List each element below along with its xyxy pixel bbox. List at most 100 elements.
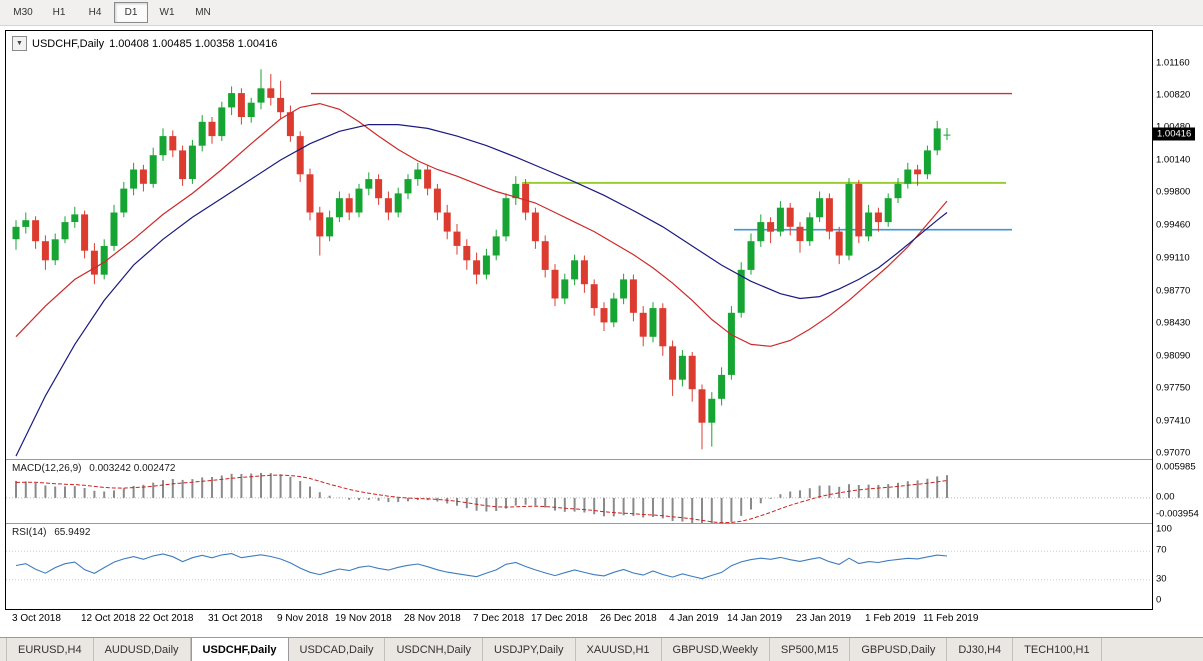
candle-body	[404, 179, 412, 194]
time-axis-label: 22 Oct 2018	[139, 613, 194, 624]
candle-body	[208, 121, 216, 137]
candle-body	[914, 169, 922, 175]
candle-body	[463, 246, 471, 261]
chart-dropdown-icon[interactable]: ▼	[12, 36, 27, 51]
rsi-indicator-label: RSI(14) 65.9492	[12, 527, 95, 538]
candle-body	[12, 226, 20, 240]
time-axis-label: 4 Jan 2019	[669, 613, 719, 624]
candle-body	[41, 241, 49, 261]
macd-scale-label: 0.005985	[1156, 461, 1196, 473]
candle-body	[277, 97, 285, 113]
candle-body	[81, 214, 89, 251]
candle-body	[110, 212, 118, 246]
candle-body	[580, 260, 588, 285]
chart-tab-gbpusd-daily[interactable]: GBPUSD,Daily	[850, 638, 948, 661]
candle-body	[365, 179, 373, 189]
candle-body	[620, 279, 628, 299]
candle-body	[100, 246, 108, 275]
candle-body	[296, 136, 304, 175]
price-scale-label: 0.98430	[1156, 317, 1191, 329]
chart-title: ▼ USDCHF,Daily 1.00408 1.00485 1.00358 1…	[12, 36, 277, 51]
candle-body	[316, 212, 324, 237]
price-scale-label: 1.00820	[1156, 89, 1191, 101]
candle-body	[61, 222, 69, 240]
ma-fast-line	[15, 102, 948, 347]
chart-tab-tech100-h1[interactable]: TECH100,H1	[1013, 638, 1102, 661]
candle-body	[531, 212, 539, 242]
rsi-line	[15, 553, 948, 580]
macd-scale-label: -0.003954	[1156, 508, 1199, 520]
candle-body	[806, 217, 814, 242]
time-axis-label: 19 Nov 2018	[335, 613, 392, 624]
candle-body	[473, 260, 481, 275]
price-scale-label: 0.98090	[1156, 350, 1191, 362]
candle-body	[669, 346, 677, 380]
candle-body	[120, 188, 128, 213]
candle-body	[169, 136, 177, 151]
candle-body	[639, 312, 647, 337]
price-scale[interactable]: 1.00416 1.011601.008201.004801.001400.99…	[1153, 30, 1203, 610]
chart-tab-gbpusd-weekly[interactable]: GBPUSD,Weekly	[662, 638, 770, 661]
timeframe-button-mn[interactable]: MN	[195, 7, 211, 18]
candle-body	[326, 217, 334, 237]
timeframe-button-d1[interactable]: D1	[114, 2, 148, 23]
candle-body	[816, 198, 824, 218]
time-scale[interactable]: 3 Oct 2018 12 Oct 2018 22 Oct 2018 31 Oct 2…	[5, 612, 1153, 628]
time-axis-label: 28 Nov 2018	[404, 613, 461, 624]
chart-tab-usdchf-daily[interactable]: USDCHF,Daily	[190, 637, 289, 661]
candle-body	[443, 212, 451, 232]
candle-body	[139, 169, 147, 184]
candle-body	[865, 212, 873, 237]
candle-body	[159, 136, 167, 156]
candle-body	[571, 260, 579, 280]
timeframe-button-h4[interactable]: H4	[88, 7, 102, 18]
chart-tab-dj30-h4[interactable]: DJ30,H4	[947, 638, 1014, 661]
candle-body	[130, 169, 138, 189]
candle-body	[649, 308, 657, 337]
chart-tab-usdjpy-daily[interactable]: USDJPY,Daily	[483, 638, 576, 661]
rsi-current-value: 65.9492	[54, 527, 91, 538]
time-axis-label: 7 Dec 2018	[473, 613, 525, 624]
candle-body	[659, 308, 667, 347]
macd-signal-line	[15, 474, 948, 524]
candle-body	[796, 226, 804, 242]
chart-window[interactable]: ▼ USDCHF,Daily 1.00408 1.00485 1.00358 1…	[5, 30, 1153, 610]
rsi-scale-label: 70	[1156, 544, 1167, 556]
candle-body	[198, 121, 206, 146]
chart-tab-eurusd-h4[interactable]: EURUSD,H4	[6, 638, 94, 661]
chart-tab-sp500-m15[interactable]: SP500,M15	[770, 638, 851, 661]
candle-body	[590, 284, 598, 309]
time-axis-label: 31 Oct 2018	[208, 613, 263, 624]
price-scale-label: 1.01160	[1156, 57, 1190, 68]
chart-canvas[interactable]	[6, 31, 1152, 609]
candle-body	[32, 220, 40, 242]
time-axis-label: 14 Jan 2019	[727, 613, 783, 624]
rsi-scale-label: 100	[1156, 523, 1172, 535]
chart-tab-usdcad-daily[interactable]: USDCAD,Daily	[289, 638, 386, 661]
time-axis-label: 17 Dec 2018	[531, 613, 588, 624]
candle-body	[267, 88, 275, 98]
chart-tab-xauusd-h1[interactable]: XAUUSD,H1	[576, 638, 662, 661]
candle-body	[414, 169, 422, 180]
timeframe-button-m30[interactable]: M30	[13, 7, 33, 18]
macd-name: MACD(12,26,9)	[12, 463, 82, 474]
timeframe-button-w1[interactable]: W1	[159, 7, 175, 18]
candle-body	[698, 389, 706, 423]
candle-body	[678, 355, 686, 380]
timeframe-button-h1[interactable]: H1	[52, 7, 66, 18]
candle-body	[345, 198, 353, 213]
candle-body	[551, 269, 559, 299]
candle-body	[179, 150, 187, 180]
price-scale-label: 0.97750	[1156, 382, 1191, 394]
candle-body	[894, 183, 902, 199]
candle-body	[453, 231, 461, 246]
candle-body	[610, 298, 618, 323]
candle-body	[776, 207, 784, 232]
chart-tab-audusd-daily[interactable]: AUDUSD,Daily	[94, 638, 191, 661]
candle-body	[257, 88, 265, 103]
chart-tab-usdcnh-daily[interactable]: USDCNH,Daily	[385, 638, 484, 661]
candle-body	[600, 308, 608, 323]
time-axis-label: 9 Nov 2018	[277, 613, 329, 624]
candle-body	[228, 93, 236, 108]
candle-body	[825, 198, 833, 232]
